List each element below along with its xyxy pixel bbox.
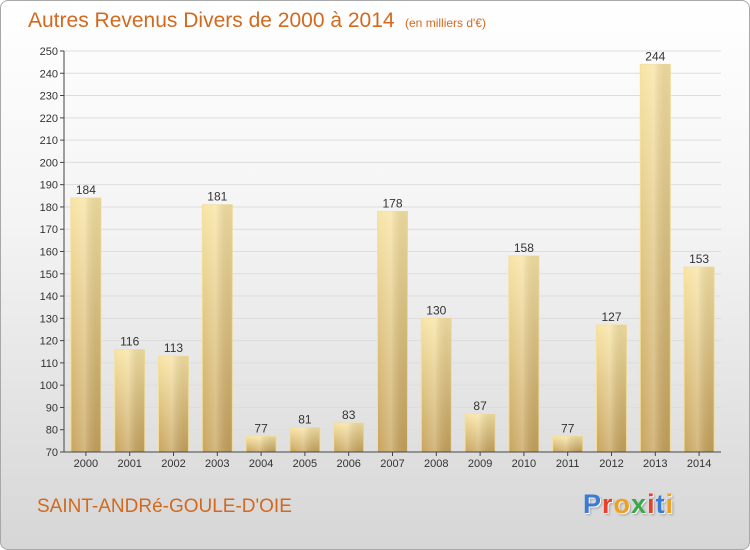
bar-shine [246, 436, 277, 452]
bar-shine [596, 325, 627, 452]
y-tick-label: 190 [40, 180, 58, 192]
logo-letter: i [665, 489, 675, 519]
y-tick-label: 120 [40, 336, 58, 348]
bar-shine [465, 414, 496, 452]
x-tick-label: 2007 [380, 458, 404, 470]
y-tick-label: 210 [40, 135, 58, 147]
x-tick-label: 2005 [293, 458, 317, 470]
x-tick-label: 2013 [643, 458, 667, 470]
x-tick-labels: 2000 2001 2002 2003 2004 2005 2006 2007 2008 2009… [74, 452, 711, 470]
bar-shine [289, 427, 320, 452]
y-tick-label: 140 [40, 291, 58, 303]
x-tick-label: 2003 [205, 458, 229, 470]
x-tick-label: 2008 [424, 458, 448, 470]
x-tick-label: 2014 [687, 458, 711, 470]
chart-title-block: Autres Revenus Divers de 2000 à 2014 (en… [28, 9, 486, 33]
data-label: 158 [514, 241, 534, 255]
chart-title: Autres Revenus Divers de 2000 à 2014 [28, 9, 395, 32]
data-label: 130 [426, 303, 446, 317]
data-label: 116 [120, 335, 139, 349]
data-label: 83 [342, 408, 356, 422]
logo-letter: r [602, 489, 614, 519]
logo-letter: t [655, 489, 666, 519]
y-tick-label: 200 [40, 157, 58, 169]
bar-shine [70, 198, 101, 452]
y-tick-label: 80 [46, 425, 58, 437]
data-label: 77 [561, 421, 575, 435]
logo-letter: i [647, 489, 656, 519]
y-tick-label: 170 [40, 224, 58, 236]
logo-letter: P [583, 489, 603, 519]
y-tick-label: 130 [40, 313, 58, 325]
bar-shine [158, 356, 189, 452]
bar-shine [333, 423, 364, 452]
bar-shine [377, 211, 408, 452]
bar-shine [508, 255, 539, 452]
data-label: 113 [164, 341, 183, 355]
bars [70, 63, 715, 453]
x-tick-label: 2012 [599, 458, 623, 470]
bar-shine [202, 204, 233, 452]
y-tick-label: 160 [40, 247, 58, 259]
data-label: 181 [207, 190, 227, 204]
x-tick-label: 2001 [117, 458, 141, 470]
y-tick-label: 250 [40, 46, 58, 58]
y-tick-label: 110 [40, 358, 58, 370]
data-label: 81 [298, 412, 312, 426]
chart-unit: (en milliers d'€) [405, 16, 486, 30]
x-tick-label: 2004 [249, 458, 273, 470]
bar-shine [552, 436, 583, 452]
y-tick-label: 240 [40, 68, 58, 80]
x-tick-label: 2002 [161, 458, 185, 470]
data-label: 127 [601, 310, 621, 324]
x-tick-label: 2006 [336, 458, 360, 470]
data-label: 87 [473, 399, 487, 413]
bar-shine [114, 349, 145, 452]
logo-letter: o [613, 489, 632, 519]
data-label: 178 [382, 196, 402, 210]
x-tick-label: 2000 [74, 458, 98, 470]
logo-letter: x [631, 489, 648, 519]
bar-shine [640, 64, 671, 452]
data-labels: 184 116 113 181 77 81 83 178 130 87 158 77 127 244 153 [76, 49, 710, 435]
proxiti-logo: Proxiti [583, 489, 674, 520]
x-tick-label: 2009 [468, 458, 492, 470]
y-tick-label: 100 [40, 380, 58, 392]
y-tick-label: 180 [40, 202, 58, 214]
bar-shine [421, 318, 452, 452]
x-tick-label: 2011 [556, 458, 580, 470]
y-tick-label: 90 [46, 402, 58, 414]
y-tick-label: 230 [40, 91, 58, 103]
y-tick-label: 150 [40, 269, 58, 281]
y-tick-label: 70 [46, 447, 58, 459]
x-tick-label: 2010 [512, 458, 536, 470]
bar-shine [684, 267, 715, 452]
data-label: 184 [76, 183, 96, 197]
y-tick-labels: 70 80 90 100 110 120 130 140 150 160 170 180 190 200 2… [40, 46, 58, 459]
commune-name: SAINT-ANDRé-GOULE-D'OIE [37, 496, 292, 517]
y-tick-label: 220 [40, 113, 58, 125]
data-label: 153 [689, 252, 709, 266]
data-label: 244 [645, 49, 665, 63]
data-label: 77 [254, 421, 268, 435]
